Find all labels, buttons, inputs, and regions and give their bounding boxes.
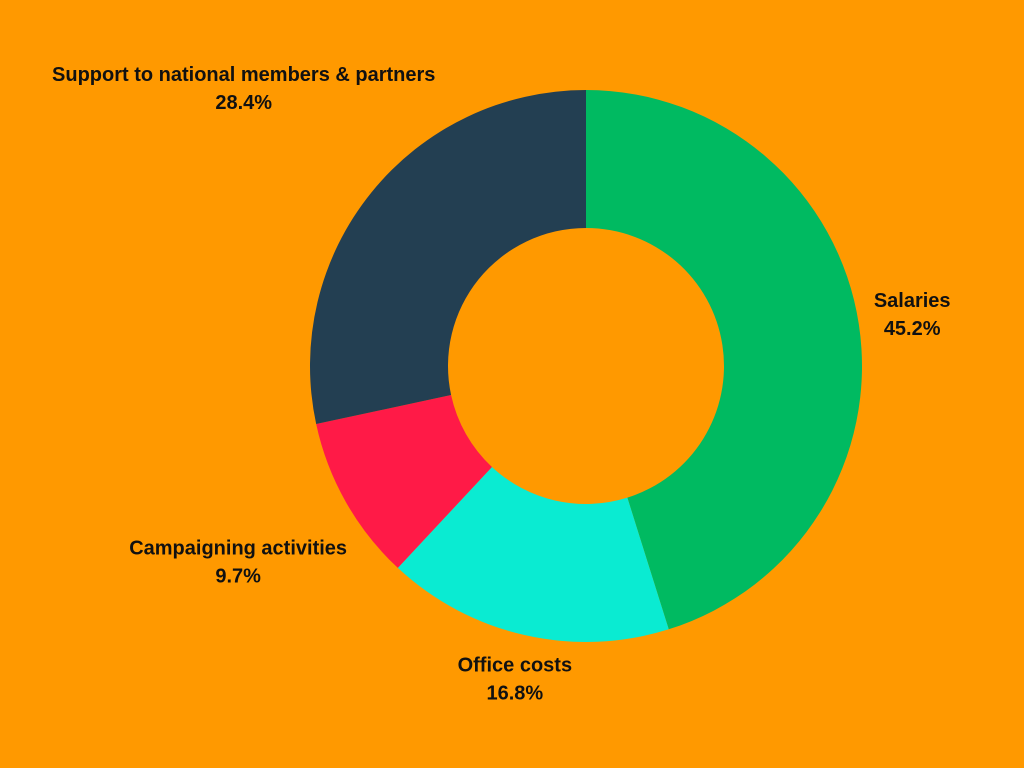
donut-segment	[586, 90, 862, 630]
segment-label: Office costs	[458, 654, 572, 676]
donut-segment	[316, 395, 492, 568]
segment-label: Salaries	[874, 290, 951, 312]
segment-value-label: 9.7%	[215, 566, 261, 588]
segment-label: Campaigning activities	[129, 538, 347, 560]
segment-value-label: 28.4%	[215, 92, 272, 114]
segment-value-label: 45.2%	[884, 318, 941, 340]
segment-label: Support to national members & partners	[52, 64, 435, 86]
donut-segment	[397, 466, 669, 642]
segment-value-label: 16.8%	[486, 682, 543, 704]
donut-segment	[309, 90, 586, 425]
